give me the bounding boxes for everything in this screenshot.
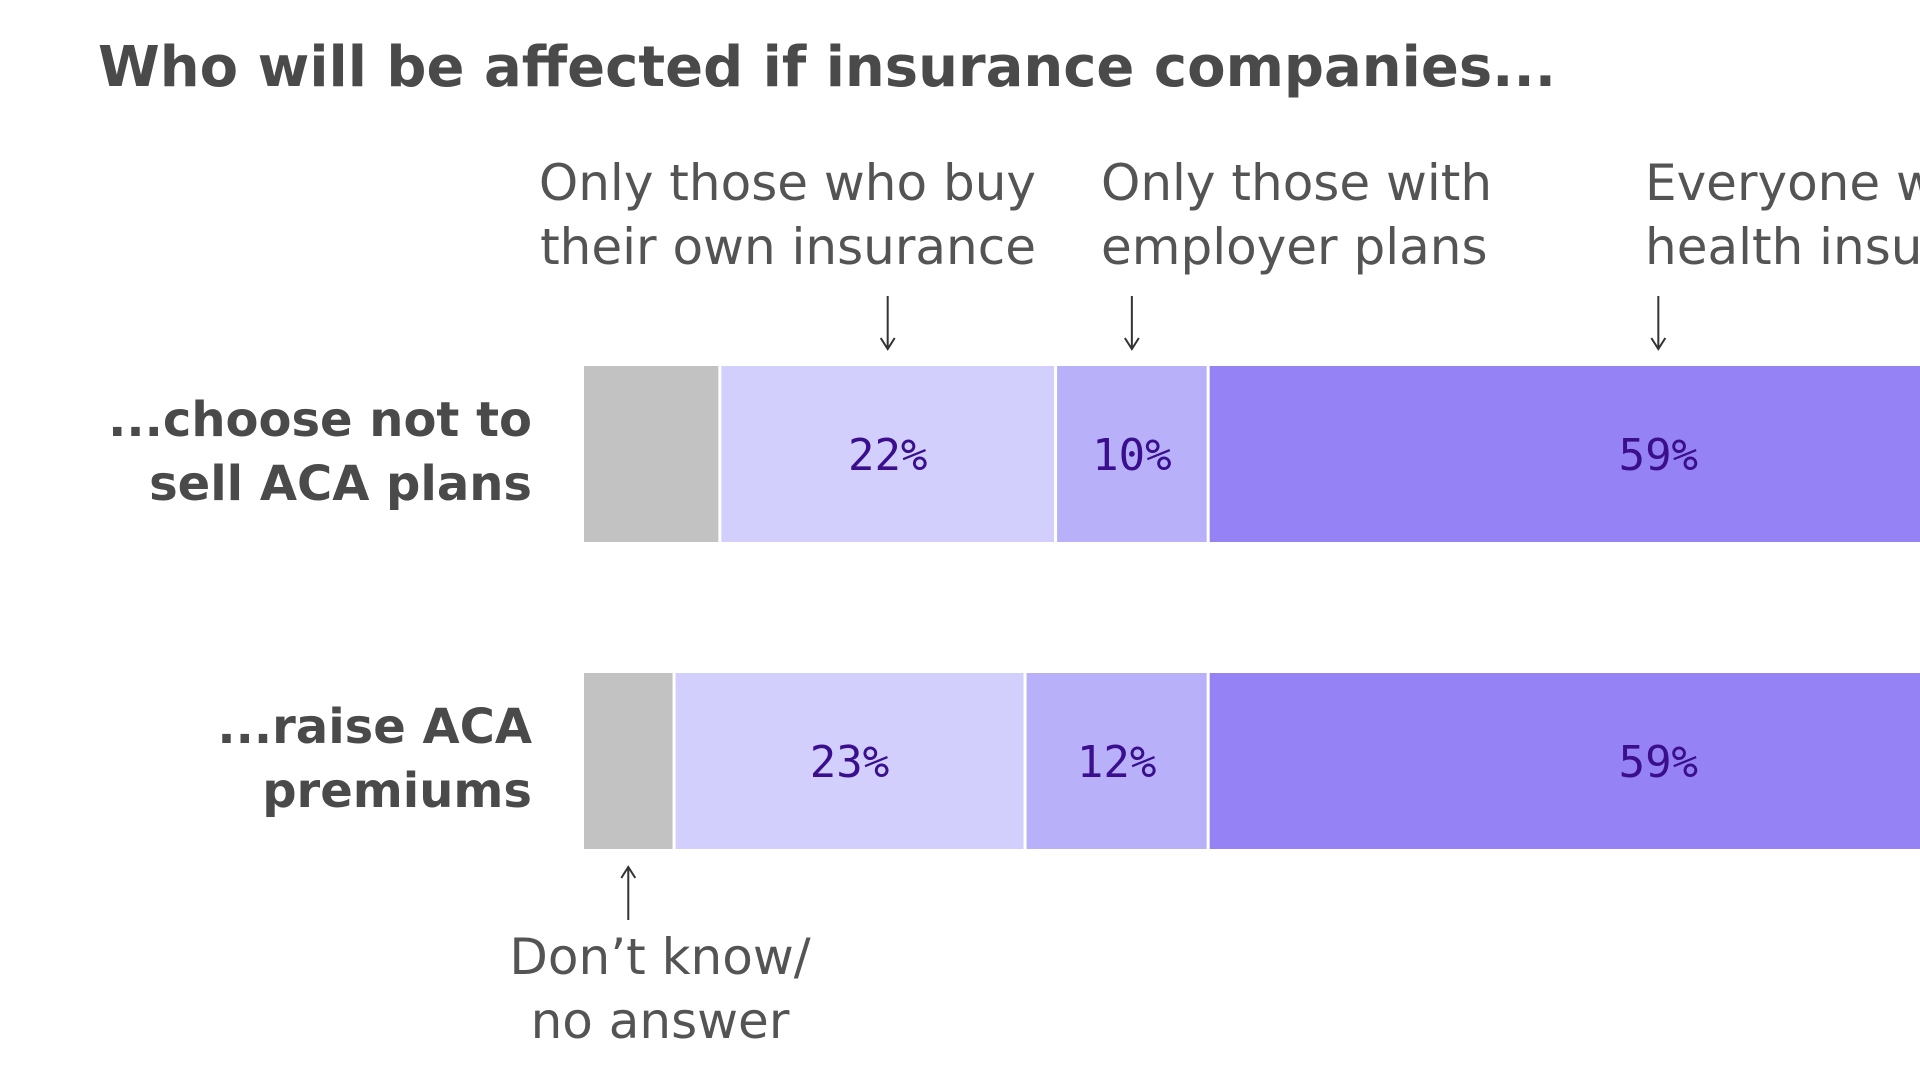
bar-row0-series2 (1057, 366, 1207, 542)
value-labels: 22% 10% 59% 23% 12% 59% (810, 430, 1698, 788)
up-arrow-icon (620, 865, 637, 920)
bar-row0-series0 (584, 366, 719, 542)
annotation-series0-line0: Don’t know/ (509, 928, 810, 986)
down-arrow-icon (1124, 296, 1140, 351)
annotation-series2-line0: Only those with (1101, 154, 1492, 212)
down-arrow-icon (879, 296, 896, 351)
row-label-0-line-1: sell ACA plans (149, 456, 532, 512)
annotation-series0-line1: no answer (531, 992, 790, 1050)
series-annotations: Only those who buy their own insurance Onl… (509, 154, 1920, 1050)
value-label-row1-series2: 12% (1077, 737, 1156, 788)
bar-row1-series0 (584, 673, 673, 849)
annotation-series1-line0: Only those who buy (539, 154, 1036, 212)
value-label-row0-series2: 10% (1092, 430, 1171, 481)
bar-row1-series3 (1209, 673, 1920, 849)
bar-row1-series2 (1026, 673, 1207, 849)
value-label-row0-series1: 22% (848, 430, 927, 481)
annotation-series2-line1: employer plans (1101, 218, 1488, 276)
row-label-1-line-1: premiums (262, 763, 532, 819)
down-arrow-icon (1650, 296, 1667, 351)
annotation-series3-line0: Everyone with (1645, 154, 1920, 212)
row-labels: ...choose not to sell ACA plans ...raise A… (108, 392, 532, 819)
bars (584, 366, 1920, 849)
bar-row1-series1 (675, 673, 1024, 849)
bar-row0-series1 (721, 366, 1055, 542)
row-label-1-line-0: ...raise ACA (217, 699, 532, 755)
chart-title: Who will be affected if insurance compan… (98, 35, 1556, 100)
bar-row0-series3 (1209, 366, 1920, 542)
value-label-row1-series1: 23% (810, 737, 889, 788)
value-label-row1-series3: 59% (1619, 737, 1698, 788)
value-label-row0-series3: 59% (1619, 430, 1698, 481)
annotation-series3-line1: health insurance (1645, 218, 1920, 276)
row-label-0-line-0: ...choose not to (108, 392, 532, 448)
annotation-series1-line1: their own insurance (540, 218, 1036, 276)
